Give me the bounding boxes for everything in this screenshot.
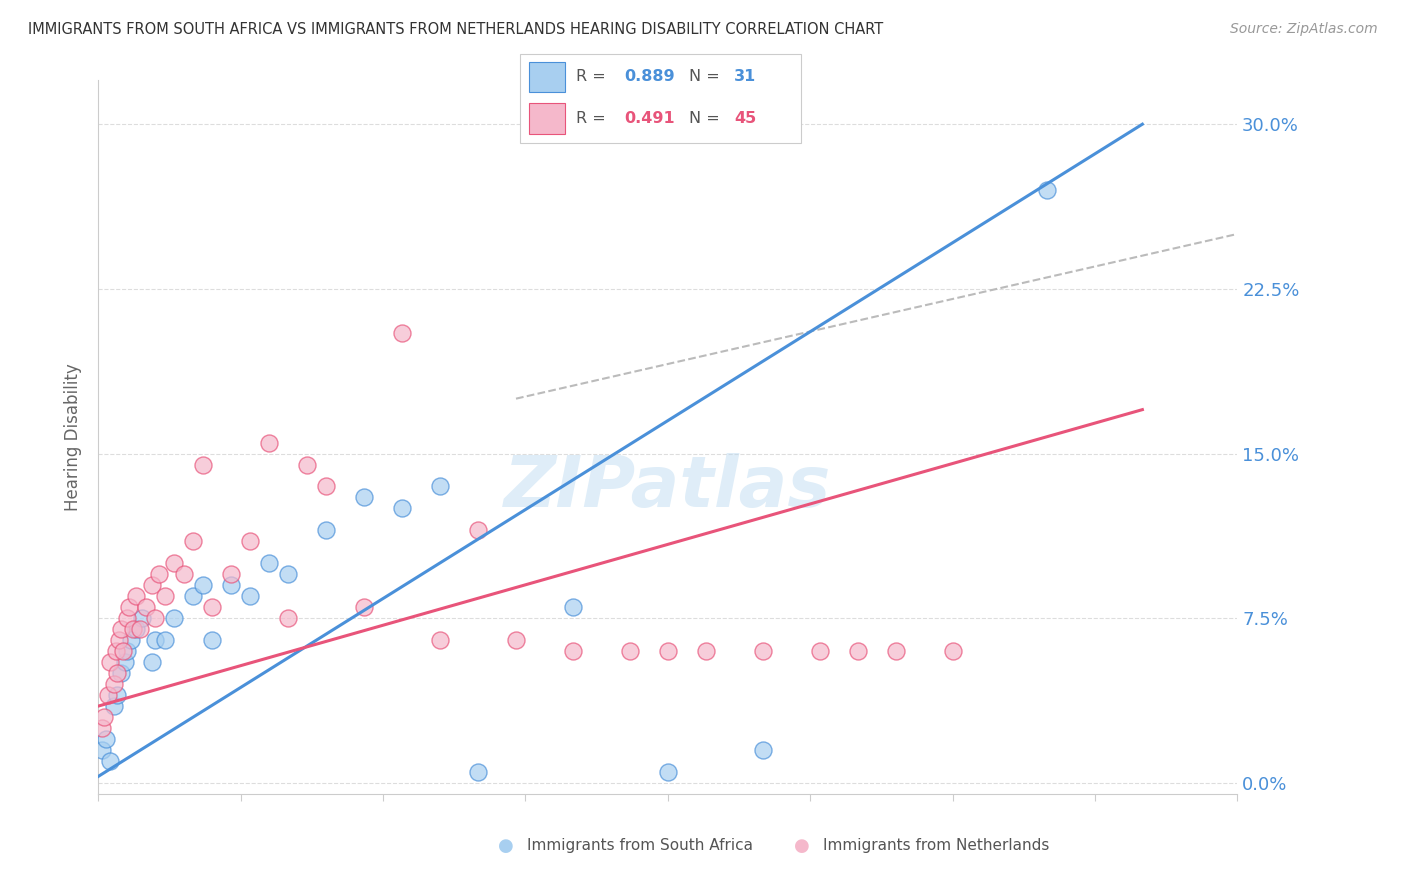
Point	[110, 622, 132, 636]
Point	[112, 644, 135, 658]
Text: 45: 45	[734, 112, 756, 126]
Point	[429, 479, 451, 493]
Point	[695, 644, 717, 658]
Point	[97, 688, 120, 702]
Point	[942, 644, 965, 658]
Text: Source: ZipAtlas.com: Source: ZipAtlas.com	[1230, 22, 1378, 37]
Y-axis label: Hearing Disability: Hearing Disability	[65, 363, 83, 511]
Point	[110, 666, 132, 681]
Text: N =: N =	[689, 70, 725, 84]
Text: IMMIGRANTS FROM SOUTH AFRICA VS IMMIGRANTS FROM NETHERLANDS HEARING DISABILITY C: IMMIGRANTS FROM SOUTH AFRICA VS IMMIGRAN…	[28, 22, 883, 37]
Text: 31: 31	[734, 70, 756, 84]
Point	[145, 633, 167, 648]
Point	[98, 655, 121, 669]
Point	[108, 633, 131, 648]
FancyBboxPatch shape	[520, 54, 801, 143]
Point	[808, 644, 831, 658]
Point	[93, 710, 115, 724]
Point	[191, 458, 214, 472]
Point	[391, 326, 413, 340]
Point	[125, 589, 148, 603]
Point	[657, 644, 679, 658]
Point	[239, 589, 262, 603]
Text: 0.491: 0.491	[624, 112, 675, 126]
Point	[120, 633, 142, 648]
Text: Immigrants from South Africa: Immigrants from South Africa	[527, 838, 754, 853]
Point	[163, 557, 186, 571]
Point	[315, 524, 337, 538]
Text: R =: R =	[576, 112, 612, 126]
Point	[315, 479, 337, 493]
Point	[259, 435, 281, 450]
Point	[239, 534, 262, 549]
Point	[183, 534, 205, 549]
Point	[129, 622, 152, 636]
Point	[752, 743, 775, 757]
Point	[148, 567, 170, 582]
Point	[145, 611, 167, 625]
FancyBboxPatch shape	[529, 103, 565, 134]
Point	[114, 655, 136, 669]
Point	[107, 666, 129, 681]
Point	[94, 731, 117, 746]
Point	[115, 611, 138, 625]
Point	[118, 600, 141, 615]
Point	[115, 644, 138, 658]
Point	[259, 557, 281, 571]
Point	[353, 600, 375, 615]
Point	[562, 600, 585, 615]
Point	[221, 567, 243, 582]
Point	[141, 578, 163, 592]
Point	[141, 655, 163, 669]
Point	[657, 764, 679, 779]
Point	[391, 501, 413, 516]
Point	[277, 611, 299, 625]
Text: N =: N =	[689, 112, 725, 126]
Point	[562, 644, 585, 658]
Point	[107, 688, 129, 702]
Point	[752, 644, 775, 658]
Point	[131, 611, 153, 625]
Point	[173, 567, 195, 582]
Text: R =: R =	[576, 70, 612, 84]
Point	[201, 600, 224, 615]
Point	[297, 458, 319, 472]
Point	[884, 644, 907, 658]
Text: ●: ●	[498, 837, 515, 855]
Point	[619, 644, 641, 658]
Point	[467, 524, 489, 538]
Point	[104, 644, 127, 658]
Point	[103, 677, 125, 691]
Point	[103, 699, 125, 714]
Point	[201, 633, 224, 648]
Point	[505, 633, 527, 648]
Point	[163, 611, 186, 625]
Point	[153, 589, 176, 603]
Point	[277, 567, 299, 582]
Point	[1036, 183, 1059, 197]
FancyBboxPatch shape	[529, 62, 565, 92]
Point	[91, 743, 114, 757]
Point	[91, 721, 114, 735]
Point	[221, 578, 243, 592]
Point	[135, 600, 157, 615]
Point	[153, 633, 176, 648]
Point	[846, 644, 869, 658]
Point	[121, 622, 143, 636]
Point	[125, 622, 148, 636]
Point	[183, 589, 205, 603]
Point	[98, 754, 121, 768]
Text: ●: ●	[793, 837, 810, 855]
Point	[191, 578, 214, 592]
Text: 0.889: 0.889	[624, 70, 675, 84]
Point	[429, 633, 451, 648]
Text: Immigrants from Netherlands: Immigrants from Netherlands	[823, 838, 1049, 853]
Point	[467, 764, 489, 779]
Point	[353, 491, 375, 505]
Text: ZIPatlas: ZIPatlas	[505, 452, 831, 522]
